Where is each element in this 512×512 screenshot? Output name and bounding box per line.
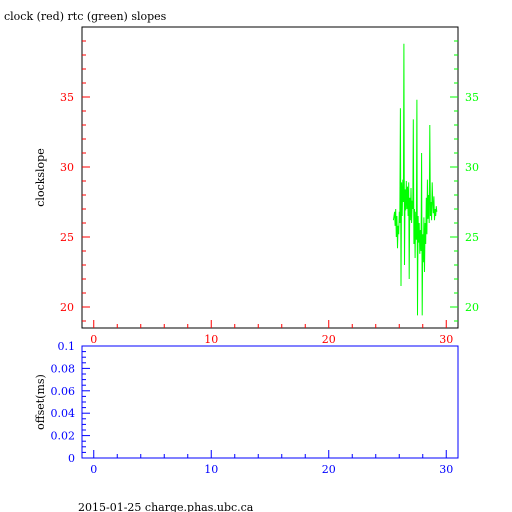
left-y-tick-label: 20 (60, 301, 74, 314)
offset-y-tick-label: 0.04 (51, 407, 76, 420)
offset-x-tick-label: 20 (322, 463, 336, 476)
offset-y-tick-label: 0.1 (58, 340, 76, 353)
chart-title: clock (red) rtc (green) slopes (4, 10, 167, 23)
right-y-tick-label: 35 (465, 91, 479, 104)
offset-y-tick-label: 0.06 (51, 385, 76, 398)
right-y-tick-label: 20 (465, 301, 479, 314)
offset-y-tick-label: 0.08 (51, 362, 76, 375)
offset-y-tick-label: 0.02 (51, 430, 76, 443)
offset-panel: 0 0.02 0.04 0.06 0.08 0.1 0 10 20 30 offset(ms) (34, 340, 459, 476)
left-y-tick-label: 25 (60, 231, 74, 244)
right-y-tick-label: 30 (465, 161, 479, 174)
y-axis-label: clockslope (34, 148, 47, 206)
x-tick-label: 30 (439, 333, 453, 346)
slope-panel: 20 25 30 35 20 25 30 35 0 10 20 30 clockslope (34, 26, 479, 346)
x-tick-label: 20 (322, 333, 336, 346)
plot-frame (81, 26, 459, 329)
offset-plot-frame (81, 345, 459, 459)
x-tick-label: 0 (90, 333, 97, 346)
series-line-rtc (392, 43, 438, 316)
footer-text: 2015-01-25 charge.phas.ubc.ca (78, 501, 254, 512)
offset-x-tick-label: 30 (439, 463, 453, 476)
left-y-tick-label: 35 (60, 91, 74, 104)
offset-x-tick-label: 10 (204, 463, 218, 476)
offset-y-axis-label: offset(ms) (34, 374, 47, 430)
x-tick-label: 10 (204, 333, 218, 346)
offset-x-tick-label: 0 (90, 463, 97, 476)
left-y-tick-label: 30 (60, 161, 74, 174)
right-y-tick-label: 25 (465, 231, 479, 244)
offset-y-tick-label: 0 (68, 452, 75, 465)
